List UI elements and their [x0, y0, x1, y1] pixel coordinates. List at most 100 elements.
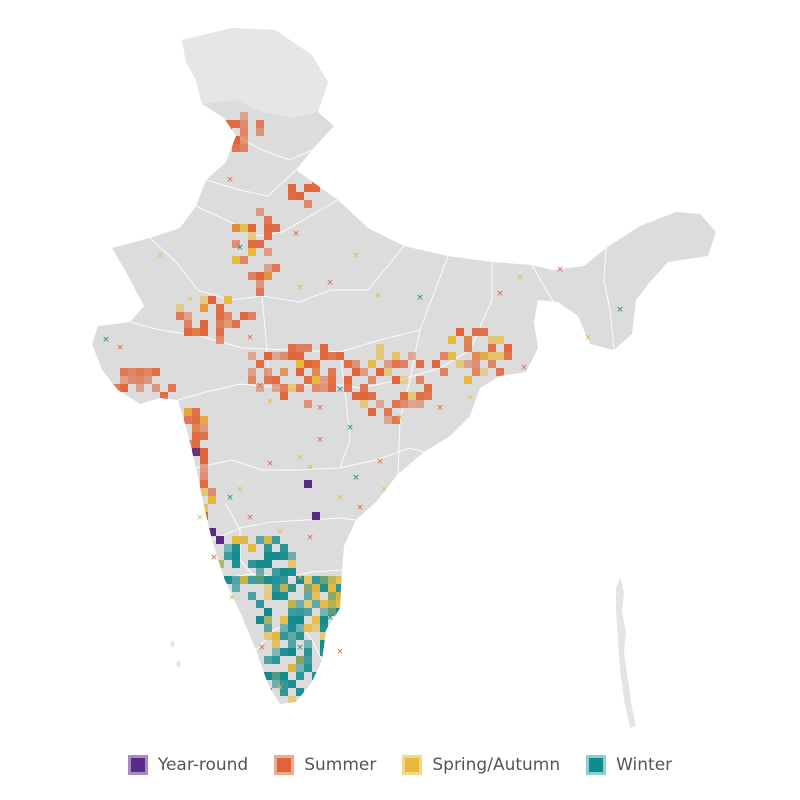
sighting-marker: × [520, 363, 528, 373]
grid-cell [464, 360, 472, 368]
grid-cell [328, 576, 336, 584]
grid-cell [192, 448, 200, 456]
grid-cell [240, 144, 248, 152]
grid-cell [264, 248, 272, 256]
grid-cell [288, 696, 296, 704]
grid-cell [496, 368, 504, 376]
grid-cell [400, 400, 408, 408]
sighting-marker: × [616, 305, 624, 315]
legend-swatch-summer [274, 755, 295, 775]
grid-cell [296, 688, 304, 696]
legend-swatch-spring-autumn [402, 755, 423, 775]
sighting-marker: × [496, 289, 504, 299]
grid-cell [368, 408, 376, 416]
grid-cell [288, 680, 296, 688]
grid-cell [304, 184, 312, 192]
grid-cell [248, 544, 256, 552]
grid-cell [200, 480, 208, 488]
grid-cell [488, 352, 496, 360]
grid-cell [256, 208, 264, 216]
legend-item-summer: Summer [274, 755, 376, 775]
grid-cell [192, 488, 200, 496]
grid-cell [328, 368, 336, 376]
grid-cell [328, 600, 336, 608]
grid-cell [264, 608, 272, 616]
sighting-marker: × [316, 403, 324, 413]
grid-cell [184, 312, 192, 320]
grid-cell [232, 224, 240, 232]
grid-cell [256, 128, 264, 136]
sighting-marker: × [356, 503, 364, 513]
grid-cell [272, 224, 280, 232]
grid-cell [256, 288, 264, 296]
grid-cell [496, 336, 504, 344]
grid-cell [304, 200, 312, 208]
sighting-marker: × [436, 403, 444, 413]
sighting-marker: × [296, 643, 304, 653]
sighting-marker: × [296, 573, 304, 583]
grid-cell [288, 352, 296, 360]
sighting-marker: × [326, 613, 334, 623]
grid-cell [296, 616, 304, 624]
grid-cell [296, 344, 304, 352]
grid-cell [264, 544, 272, 552]
grid-cell [416, 392, 424, 400]
sighting-marker: × [326, 278, 334, 288]
grid-cell [224, 552, 232, 560]
grid-cell [344, 600, 352, 608]
grid-cell [280, 688, 288, 696]
grid-cell [320, 344, 328, 352]
grid-cell [312, 576, 320, 584]
grid-cell [336, 608, 344, 616]
grid-cell [296, 664, 304, 672]
grid-cell [304, 400, 312, 408]
grid-cell [256, 576, 264, 584]
grid-cell [232, 584, 240, 592]
grid-cell [272, 552, 280, 560]
grid-cell [304, 584, 312, 592]
sighting-marker: × [156, 251, 164, 261]
grid-cell [504, 344, 512, 352]
grid-cell [344, 360, 352, 368]
sighting-marker: × [246, 513, 254, 523]
grid-cell [144, 368, 152, 376]
grid-cell [296, 600, 304, 608]
grid-cell [472, 352, 480, 360]
grid-cell [232, 144, 240, 152]
grid-cell [304, 640, 312, 648]
sighting-marker: × [196, 513, 204, 523]
grid-cell [376, 352, 384, 360]
grid-cell [184, 416, 192, 424]
grid-cell [176, 464, 184, 472]
grid-cell [272, 352, 280, 360]
grid-cell [320, 648, 328, 656]
grid-cell [280, 384, 288, 392]
grid-cell [128, 368, 136, 376]
grid-cell [304, 624, 312, 632]
grid-cell [176, 448, 184, 456]
grid-cell [304, 600, 312, 608]
grid-cell [264, 352, 272, 360]
grid-cell [288, 568, 296, 576]
grid-cell [200, 488, 208, 496]
grid-cell [240, 256, 248, 264]
grid-cell [248, 576, 256, 584]
grid-cell [344, 600, 352, 608]
grid-cell [328, 632, 336, 640]
grid-cell [312, 672, 320, 680]
sighting-marker: × [186, 295, 194, 305]
grid-cell [224, 576, 232, 584]
grid-cell [248, 368, 256, 376]
grid-cell [312, 176, 320, 184]
grid-cell [312, 624, 320, 632]
grid-cell [280, 552, 288, 560]
grid-cell [240, 536, 248, 544]
grid-cell [288, 608, 296, 616]
grid-cell [464, 344, 472, 352]
grid-cell [416, 376, 424, 384]
grid-cell [136, 368, 144, 376]
grid-cell [304, 584, 312, 592]
grid-cell [440, 352, 448, 360]
grid-cell [184, 448, 192, 456]
